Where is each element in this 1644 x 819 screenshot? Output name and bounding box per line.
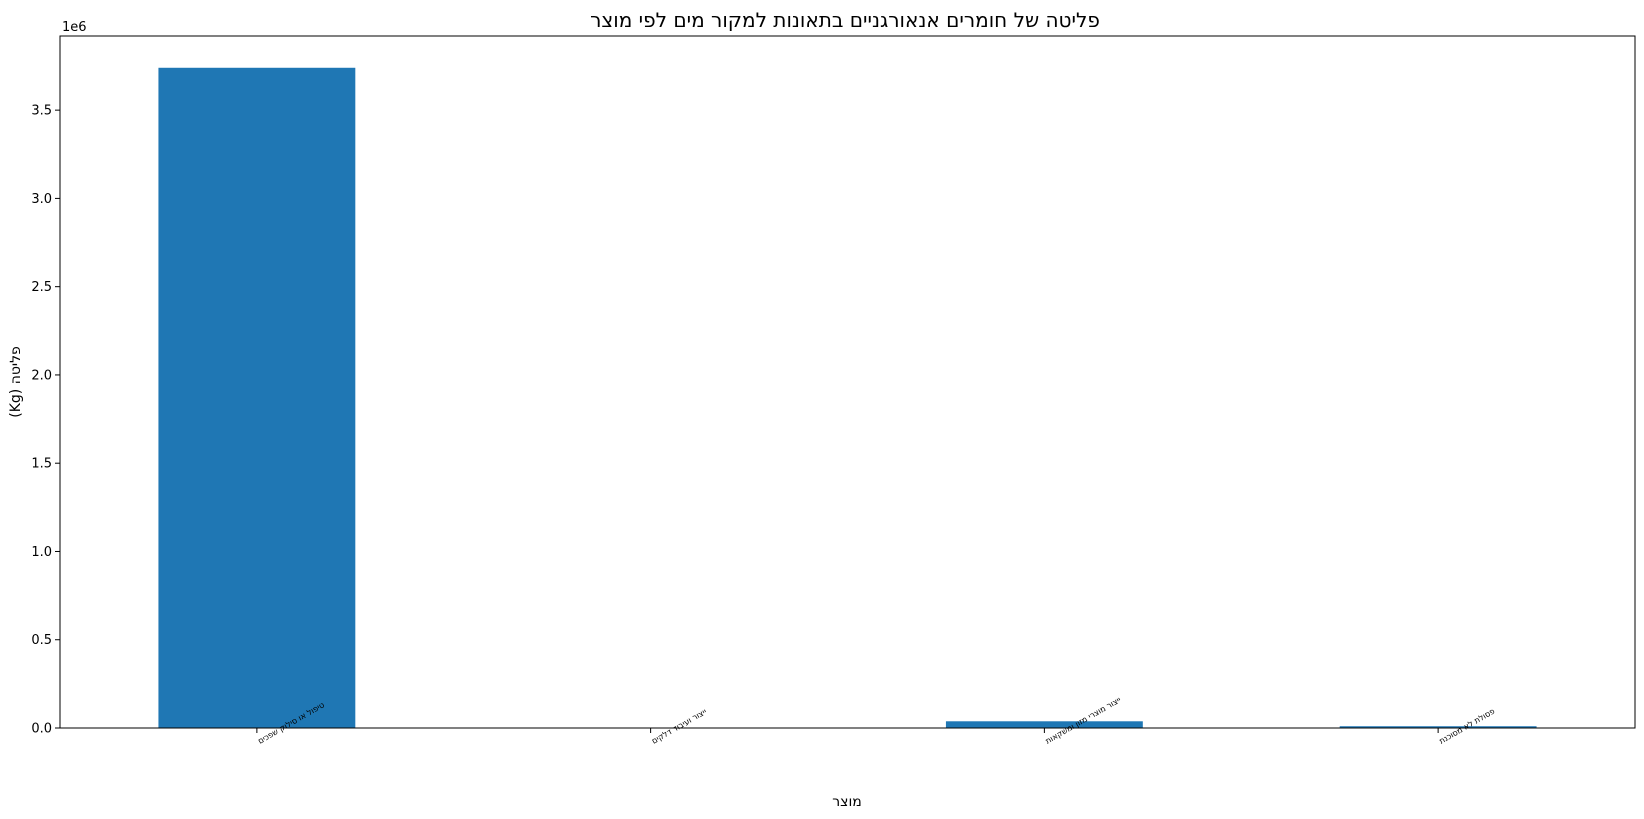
bar [1339,726,1537,728]
x-tick-label: ייצור מוצרי מזון ומשקאות [1044,695,1123,746]
x-axis-label: מוצר [832,794,862,810]
y-axis-label: פליטה (Kg) [8,346,24,418]
y-axis: 0.0 0.5 1.0 1.5 2.0 2.5 3.0 3.5 [31,104,60,737]
chart-title: פליטה של חומרים אנאורגניים בתאונות למקור… [590,8,1100,32]
y-tick-label: 2.5 [31,280,52,295]
y-tick-label: 1.5 [31,457,52,472]
y-tick-label: 0.5 [31,633,52,648]
bar [158,67,356,728]
y-tick-label: 0.0 [31,722,52,737]
y-tick-label: 3.5 [31,104,52,119]
x-axis: טיפול או סילוק שפכים ייצור ועיבוד דלקים יי… [256,695,1496,746]
x-tick-label: ייצור ועיבוד דלקים [650,707,708,746]
y-tick-label: 1.0 [31,545,52,560]
x-tick-label: פסולת לא מסוכנת [1438,707,1497,746]
bars-group [158,67,1537,728]
y-axis-offset-label: 1e6 [62,20,87,35]
y-tick-label: 3.0 [31,192,52,207]
bar [945,721,1143,728]
plot-frame [59,35,1636,729]
y-tick-label: 2.0 [31,368,52,383]
